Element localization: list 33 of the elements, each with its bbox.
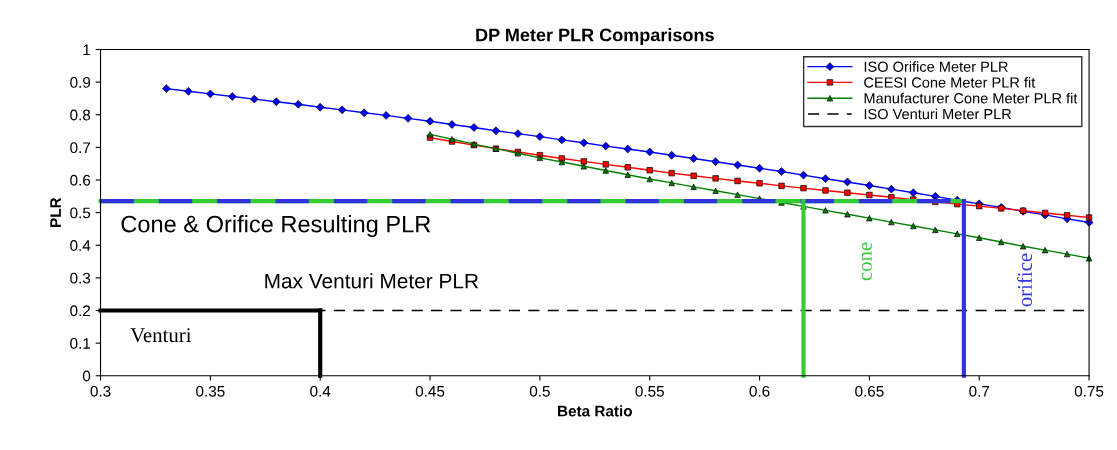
y-tick-label: 0.2 xyxy=(70,305,91,317)
y-tick-label: 0.1 xyxy=(70,337,91,349)
x-axis-title: Beta Ratio xyxy=(558,405,632,417)
legend-label: ISO Venturi Meter PLR xyxy=(864,108,1012,120)
x-tick-label: 0.45 xyxy=(415,385,445,397)
y-tick-label: 0.9 xyxy=(70,76,91,88)
x-tick-label: 0.3 xyxy=(90,385,111,397)
x-tick-label: 0.6 xyxy=(749,385,770,397)
annotation: Max Venturi Meter PLR xyxy=(265,273,479,289)
x-tick-label: 0.55 xyxy=(635,385,664,397)
annotation: cone xyxy=(861,242,872,281)
y-tick-label: 0.3 xyxy=(70,272,91,284)
x-tick-label: 0.5 xyxy=(529,385,550,397)
legend-label: ISO Orifice Meter PLR xyxy=(864,61,1008,72)
x-tick-label: 0.35 xyxy=(196,385,225,397)
y-tick-label: 0.6 xyxy=(70,174,91,186)
legend-label: Manufacturer Cone Meter PLR fit xyxy=(864,92,1078,104)
x-tick-label: 0.75 xyxy=(1074,385,1104,397)
y-tick-label: 1 xyxy=(83,44,91,56)
y-tick-label: 0.4 xyxy=(70,240,91,251)
y-tick-label: 0 xyxy=(82,370,91,382)
annotation: Cone & Orifice Resulting PLR xyxy=(121,215,431,238)
x-tick-label: 0.4 xyxy=(310,385,331,397)
annotation: Venturi xyxy=(130,328,192,343)
annotation: orifice xyxy=(1017,253,1033,307)
y-tick-label: 0.5 xyxy=(70,207,91,219)
x-tick-label: 0.7 xyxy=(969,385,990,397)
legend-label: CEESI Cone Meter PLR fit xyxy=(864,76,1036,88)
y-axis-title: PLR xyxy=(50,197,61,227)
y-tick-label: 0.7 xyxy=(70,142,91,154)
y-tick-label: 0.8 xyxy=(70,109,91,121)
chart-title: DP Meter PLR Comparisons xyxy=(476,28,714,45)
x-tick-label: 0.65 xyxy=(855,385,884,397)
